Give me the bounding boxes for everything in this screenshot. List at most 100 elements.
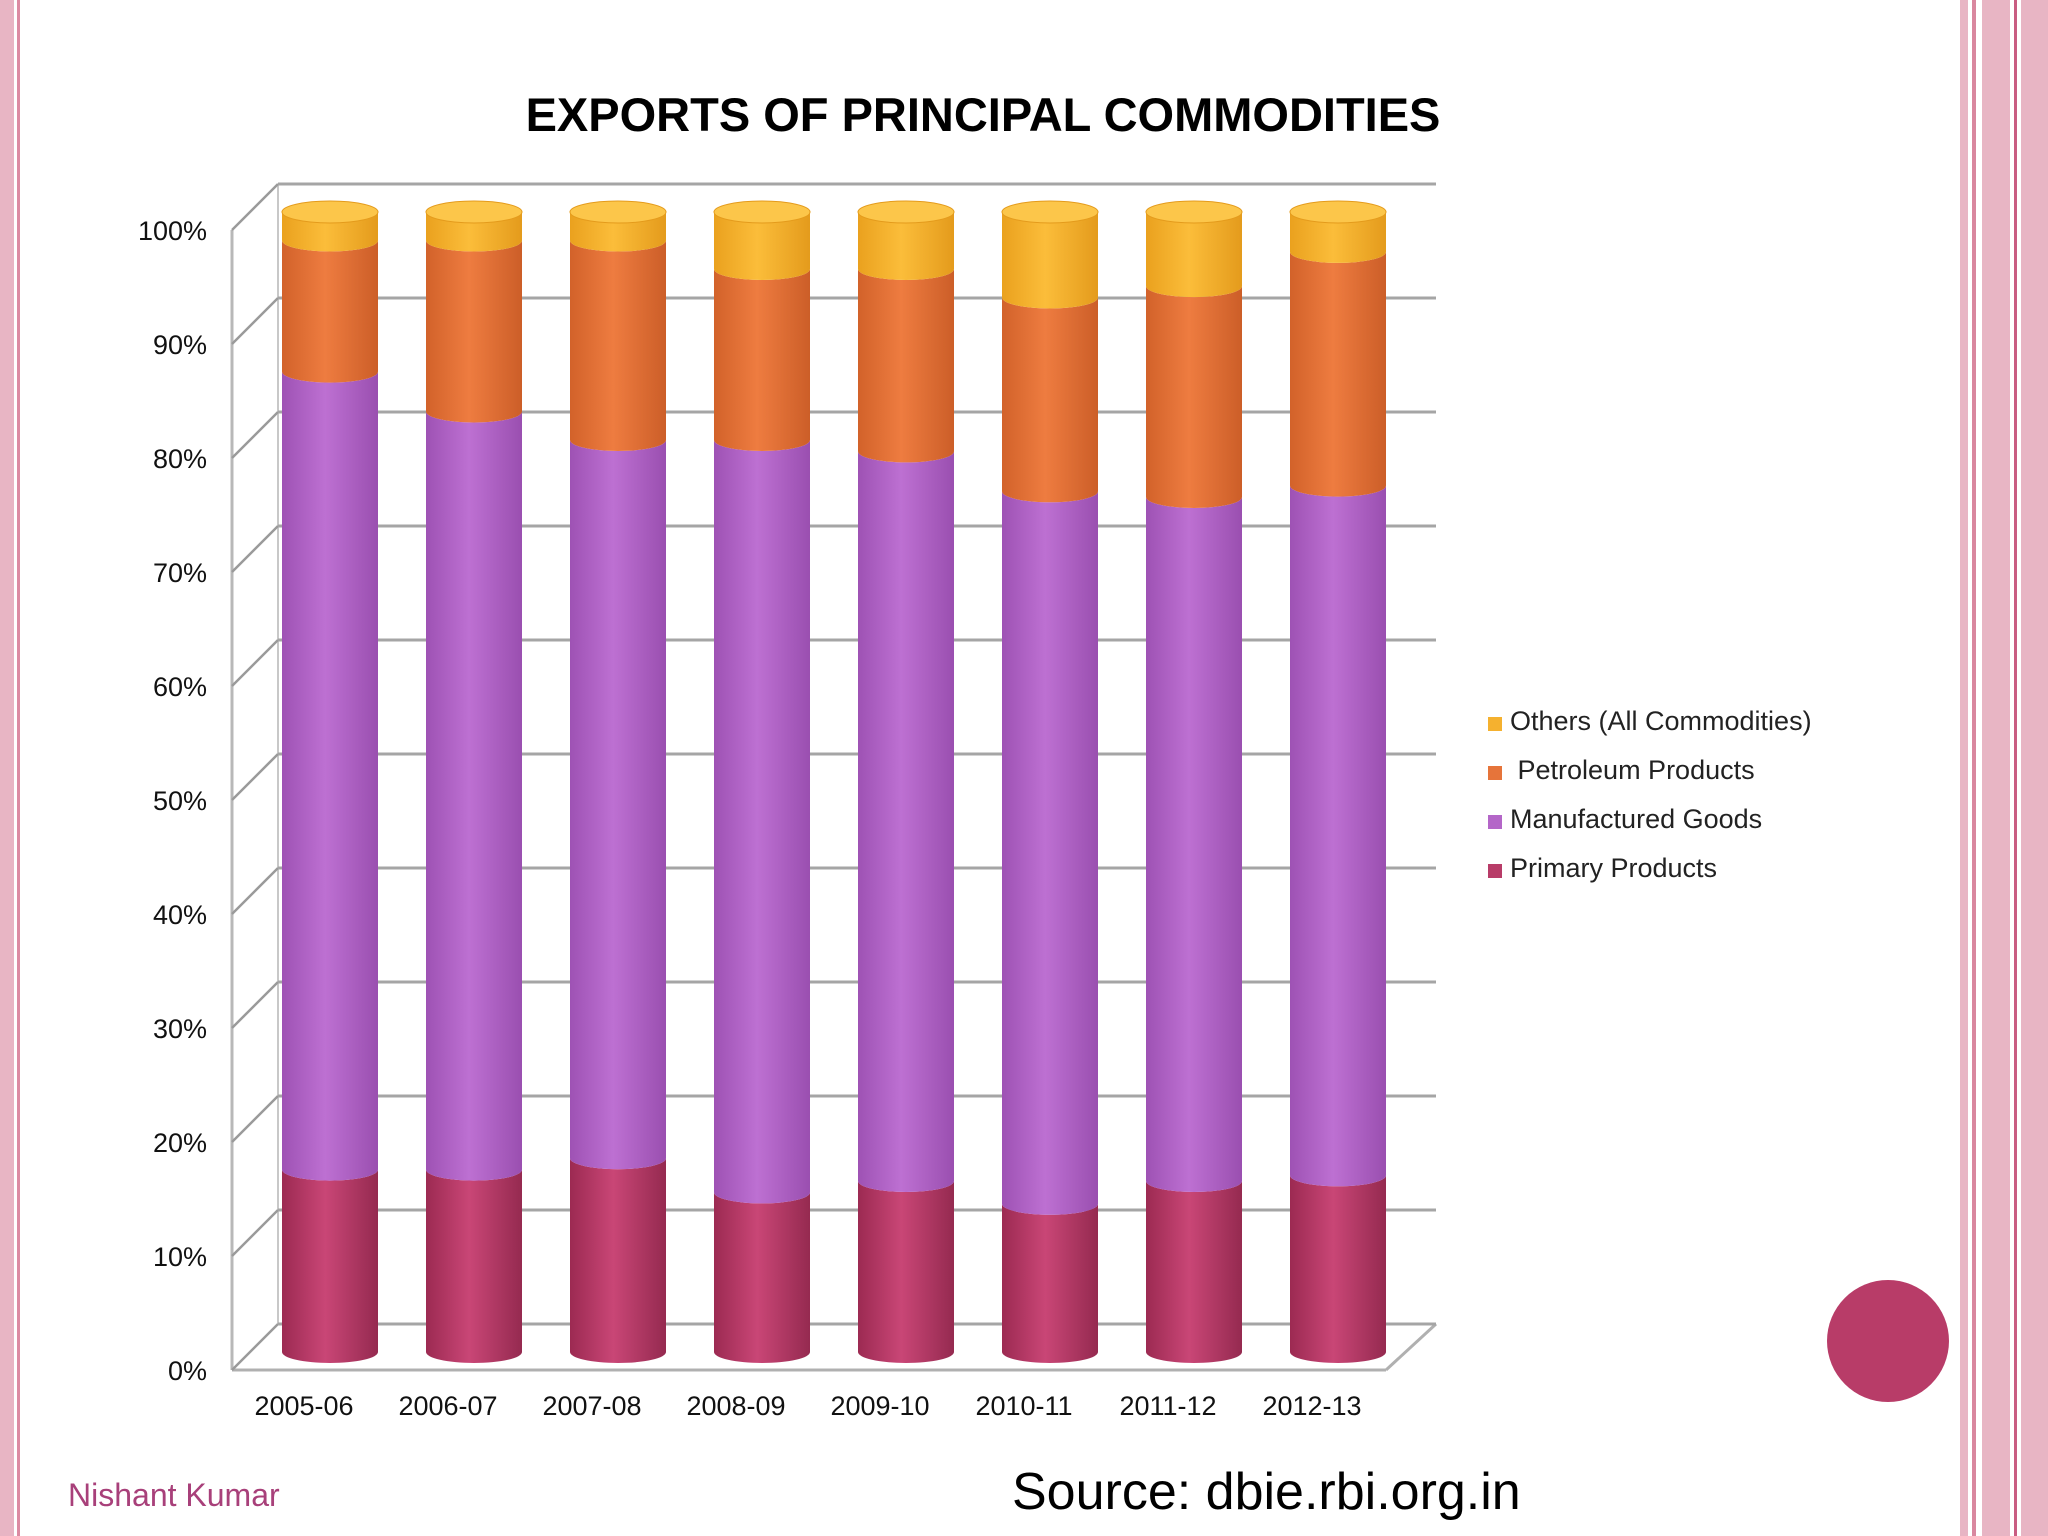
legend-label-others-all-commodities: Others (All Commodities) [1510,706,1812,736]
legend-swatch-primary-products [1488,864,1502,878]
bar-top-cap [1145,200,1243,224]
legend-label-manufactured-goods: Manufactured Goods [1510,804,1762,834]
bar-segment-petroleum-products [1146,286,1242,508]
y-tick-label: 30% [153,1014,207,1044]
decor-left-stripe [0,0,14,1536]
y-tick-label: 80% [153,444,207,474]
source-caption: Source: dbie.rbi.org.in [1012,1463,1521,1521]
bar-segment-primary-products [858,1181,954,1363]
gridline-side [231,1209,279,1257]
bars [281,200,1387,1363]
gridline-side [231,183,279,231]
legend-swatch-others-all-commodities [1488,717,1502,731]
gridline-side [231,1095,279,1143]
legend-label-petroleum-products: Petroleum Products [1510,755,1755,785]
bar-segment-petroleum-products [1290,251,1386,497]
gridline-side [231,1323,279,1371]
bar-segment-primary-products [1290,1175,1386,1363]
bar-segment-petroleum-products [282,240,378,383]
bar-segment-manufactured-goods [570,440,666,1170]
y-tick-label: 40% [153,900,207,930]
decor-right-stripe-2 [1982,0,2010,1536]
bar-segment-manufactured-goods [1290,485,1386,1187]
bar-segment-primary-products [714,1192,810,1363]
y-tick-label: 50% [153,786,207,816]
bar-top-cap [569,200,667,224]
chart-title: EXPORTS OF PRINCIPAL COMMODITIES [526,88,1441,141]
bar-segment-petroleum-products [1002,297,1098,503]
gridline-side [231,297,279,345]
bar-segment-primary-products [282,1169,378,1363]
bar-segment-petroleum-products [570,240,666,451]
bar-segment-others-all-commodities [1002,212,1098,309]
decor-right-line [1972,0,1976,1536]
bar-group-2009-10 [857,200,955,1363]
bar-segment-primary-products [426,1169,522,1363]
legend-swatch-petroleum-products [1488,766,1502,780]
x-tick-label: 2006-07 [398,1391,497,1421]
author-name: Nishant Kumar [68,1477,280,1513]
gridline-side [231,981,279,1029]
bar-top-cap [425,200,523,224]
x-tick-label: 2011-12 [1119,1391,1216,1421]
bar-group-2007-08 [569,200,667,1363]
bar-group-2011-12 [1145,200,1243,1363]
floor-edge [1384,1322,1438,1372]
bar-group-2008-09 [713,200,811,1363]
gridline-side [231,525,279,573]
bar-top-cap [857,200,955,224]
bar-segment-others-all-commodities [1146,212,1242,298]
gridline-side [231,867,279,915]
bar-group-2012-13 [1289,200,1387,1363]
x-axis-ticks: 2005-06 2006-07 2007-08 2008-09 2009-10 2010-… [254,1391,1361,1421]
decor-left-line [17,0,20,1536]
y-tick-label: 90% [153,330,207,360]
x-tick-label: 2005-06 [254,1391,353,1421]
bar-segment-petroleum-products [858,269,954,463]
bar-segment-manufactured-goods [426,411,522,1181]
y-tick-label: 100% [138,216,207,246]
bar-top-cap [1001,200,1099,224]
gridline-side [231,411,279,459]
y-tick-label: 10% [153,1242,207,1272]
legend-label-primary-products: Primary Products [1510,853,1717,883]
bar-segment-others-all-commodities [858,212,954,280]
bar-segment-petroleum-products [714,269,810,451]
bar-segment-manufactured-goods [1146,497,1242,1192]
bar-segment-others-all-commodities [1290,212,1386,263]
legend-swatch-manufactured-goods [1488,815,1502,829]
bar-top-cap [281,200,379,224]
x-tick-label: 2012-13 [1262,1391,1361,1421]
x-tick-label: 2007-08 [542,1391,641,1421]
plot-grid [230,182,1438,1372]
bar-segment-manufactured-goods [714,440,810,1204]
y-tick-label: 0% [168,1356,207,1386]
bar-segment-primary-products [1146,1181,1242,1363]
decor-circle [1827,1280,1949,1402]
bar-segment-manufactured-goods [282,371,378,1181]
bar-segment-manufactured-goods [1002,491,1098,1215]
bar-segment-primary-products [1002,1203,1098,1363]
bar-segment-petroleum-products [426,240,522,423]
x-tick-label: 2008-09 [686,1391,785,1421]
bar-top-cap [713,200,811,224]
bar-segment-manufactured-goods [858,451,954,1192]
bar-group-2006-07 [425,200,523,1363]
gridline-side [231,639,279,687]
x-tick-label: 2010-11 [975,1391,1072,1421]
decor-right-stripe [1960,0,1968,1536]
decor-right-line-2 [2014,0,2017,1536]
legend: Others (All Commodities) Petroleum Produ… [1488,706,1812,883]
decor-right-stripe-3 [2021,0,2048,1536]
gridline-side [231,753,279,801]
y-axis-ticks: 0% 10% 20% 30% 40% 50% 60% 70% 80% 90% 100% [138,216,207,1386]
bar-segment-primary-products [570,1158,666,1363]
bar-group-2005-06 [281,200,379,1363]
y-tick-label: 70% [153,558,207,588]
bar-segment-others-all-commodities [714,212,810,280]
x-tick-label: 2009-10 [830,1391,929,1421]
bar-top-cap [1289,200,1387,224]
bar-group-2010-11 [1001,200,1099,1363]
y-tick-label: 60% [153,672,207,702]
